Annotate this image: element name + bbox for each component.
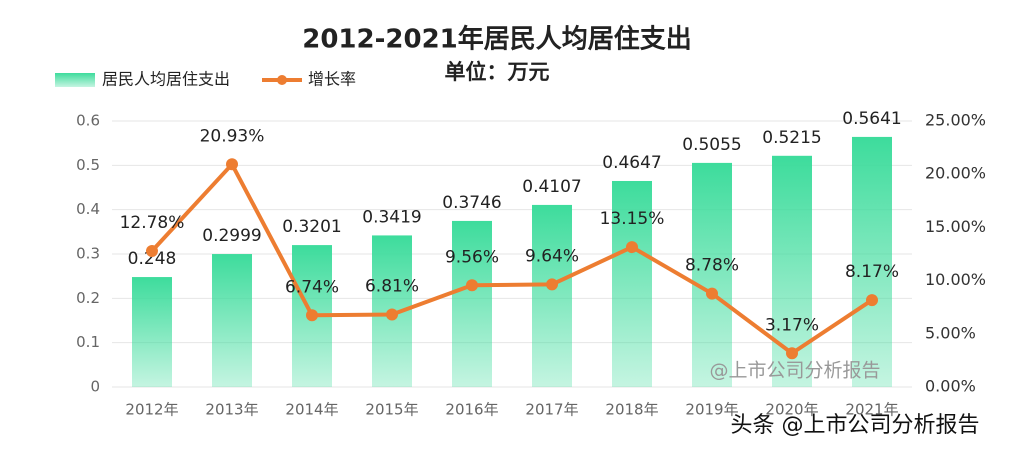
growth-value-label: 6.81%: [365, 277, 419, 297]
bar: [852, 136, 892, 387]
x-tick-label: 2021年: [845, 401, 898, 419]
bar-value-label: 0.3419: [362, 207, 421, 227]
x-tick-label: 2018年: [605, 401, 658, 419]
growth-value-label: 8.17%: [845, 262, 899, 282]
bar: [212, 254, 252, 387]
bar-value-label: 0.5215: [762, 128, 821, 148]
growth-point: [386, 308, 398, 321]
x-tick-label: 2017年: [525, 401, 578, 419]
y-tick-label: 0.1: [76, 333, 100, 351]
y2-tick-label: 15.00%: [925, 217, 986, 236]
y2-tick-label: 10.00%: [925, 270, 986, 289]
legend-label: 增长率: [308, 70, 356, 89]
bar-value-label: 0.5055: [682, 135, 741, 155]
x-tick-label: 2020年: [765, 401, 818, 419]
growth-value-label: 6.74%: [285, 277, 339, 297]
x-tick-label: 2014年: [285, 401, 338, 419]
y-tick-label: 0.4: [76, 200, 100, 218]
growth-point: [706, 287, 718, 300]
bar-value-label: 0.4647: [602, 153, 661, 173]
growth-value-label: 20.93%: [200, 126, 265, 146]
bar-value-label: 0.2999: [202, 226, 261, 246]
bar-value-label: 0.5641: [842, 109, 901, 129]
bar: [692, 162, 732, 387]
bar-value-label: 0.4107: [522, 177, 581, 197]
growth-point: [546, 278, 558, 291]
watermark: @上市公司分析报告: [709, 360, 880, 382]
growth-value-label: 3.17%: [765, 315, 819, 335]
growth-value-label: 12.78%: [120, 213, 185, 233]
watermark: 头条 @上市公司分析报告: [731, 413, 980, 438]
bar: [612, 180, 652, 387]
growth-line: [150, 162, 874, 356]
growth-value-label: 9.56%: [445, 247, 499, 267]
growth-point: [866, 294, 878, 307]
y-tick-label: 0.5: [76, 156, 100, 174]
bar: [132, 277, 172, 387]
x-tick-label: 2012年: [125, 401, 178, 419]
growth-point: [786, 347, 798, 360]
bar: [532, 204, 572, 387]
chart-subtitle: 单位：万元: [445, 60, 550, 84]
x-tick-label: 2015年: [365, 401, 418, 419]
y-tick-label: 0.3: [76, 245, 100, 263]
bar-value-label: 0.3746: [442, 193, 501, 213]
y2-tick-label: 5.00%: [925, 323, 976, 342]
y-tick-label: 0.6: [76, 112, 100, 130]
legend-marker: [277, 75, 287, 85]
growth-point: [626, 241, 638, 254]
bar-value-label: 0.3201: [282, 217, 341, 237]
growth-point: [226, 158, 238, 171]
growth-value-label: 9.64%: [525, 246, 579, 266]
x-tick-label: 2019年: [685, 401, 738, 419]
y2-tick-label: 25.00%: [925, 111, 986, 130]
chart-title: 2012-2021年居民人均居住支出: [302, 24, 692, 55]
growth-point: [146, 245, 158, 258]
x-tick-label: 2013年: [205, 401, 258, 419]
y2-tick-label: 20.00%: [925, 164, 986, 183]
growth-value-label: 8.78%: [685, 256, 739, 276]
bar-value-label: 0.248: [128, 249, 177, 269]
growth-value-label: 13.15%: [600, 209, 665, 229]
y-tick-label: 0: [90, 378, 100, 396]
y-tick-label: 0.2: [76, 289, 100, 307]
growth-point: [466, 279, 478, 292]
x-tick-label: 2016年: [445, 401, 498, 419]
growth-point: [306, 309, 318, 322]
bar: [452, 220, 492, 387]
y2-tick-label: 0.00%: [925, 377, 976, 396]
legend-label: 居民人均居住支出: [102, 70, 230, 89]
legend-swatch: [55, 73, 95, 87]
